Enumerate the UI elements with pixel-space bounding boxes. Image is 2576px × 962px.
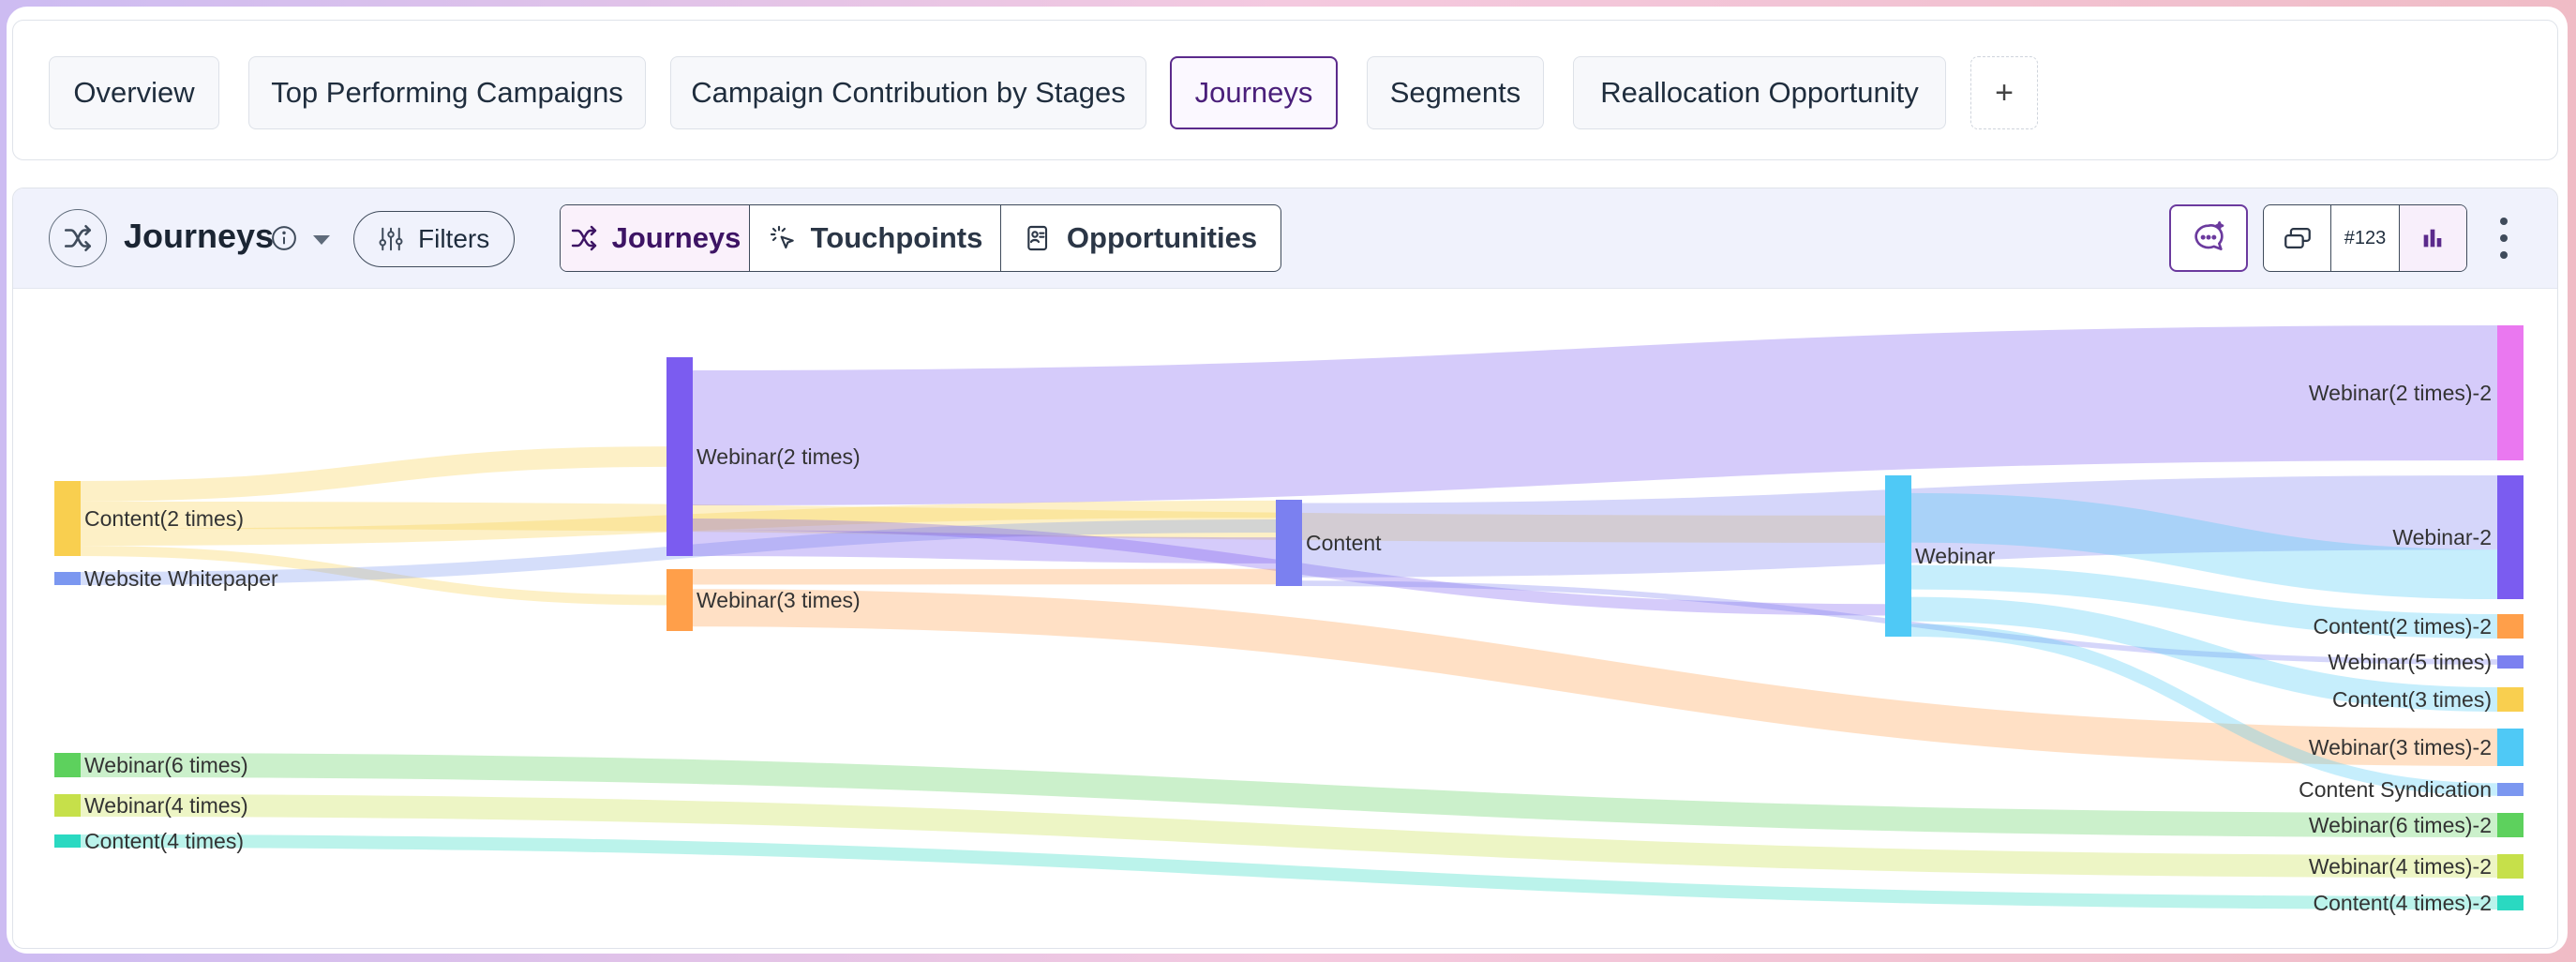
sankey-node-w6b[interactable] (2497, 813, 2524, 837)
sankey-link-we-web2[interactable] (1910, 492, 2498, 599)
sankey-node-label: Content(2 times) (84, 506, 244, 531)
contact-card-icon (1027, 225, 1047, 251)
sankey-node-label: Webinar(4 times) (84, 793, 248, 818)
sankey-node-c4[interactable] (54, 834, 81, 848)
sankey-node-c2[interactable] (54, 481, 81, 556)
sankey-node-label: Webinar(3 times)-2 (2309, 735, 2492, 759)
dashboard-tab-bar: Overview Top Performing Campaigns Campai… (12, 20, 2558, 160)
ai-chat-button[interactable] (2169, 204, 2248, 272)
sankey-link-w2-w2b[interactable] (692, 325, 2498, 506)
display-options-toggle: #123 (2263, 204, 2467, 272)
compare-view-button[interactable] (2264, 205, 2332, 271)
shuffle-icon (64, 224, 92, 252)
sankey-link-w3-w3b[interactable] (692, 589, 2498, 766)
sliders-icon (379, 227, 403, 251)
click-icon (770, 225, 794, 249)
sankey-node-w2b[interactable] (2497, 325, 2524, 460)
caret-down-icon[interactable] (311, 233, 332, 247)
panel-title: Journeys (124, 217, 275, 255)
sankey-node-label: Content(2 times)-2 (2314, 614, 2492, 639)
add-tab-button[interactable]: + (1970, 56, 2038, 129)
sankey-node-ww[interactable] (54, 572, 81, 585)
view-tab-journeys[interactable]: Journeys (561, 205, 750, 271)
sankey-node-label: Content(4 times) (84, 829, 244, 853)
sankey-node-label: Webinar(2 times)-2 (2309, 381, 2492, 405)
tab-top-performing-campaigns[interactable]: Top Performing Campaigns (248, 56, 646, 129)
sankey-node-label: Webinar(2 times) (696, 444, 861, 469)
sankey-node-label: Website Whitepaper (84, 566, 278, 591)
sankey-link-c2-w3[interactable] (80, 546, 667, 606)
tab-overview[interactable]: Overview (49, 56, 219, 129)
sankey-node-c4b[interactable] (2497, 895, 2524, 910)
sankey-node-label: Webinar(4 times)-2 (2309, 854, 2492, 879)
view-tab-label: Touchpoints (810, 221, 983, 254)
info-icon[interactable] (270, 224, 298, 252)
view-tab-opportunities[interactable]: Opportunities (1001, 205, 1280, 271)
number-format-button[interactable]: #123 (2331, 205, 2400, 271)
sankey-node-label: Content(4 times)-2 (2314, 891, 2492, 915)
sankey-node-w4b[interactable] (2497, 854, 2524, 879)
sankey-link-c2-w2[interactable] (80, 446, 667, 502)
sankey-node-label: Webinar(3 times) (696, 588, 861, 612)
sankey-node-w4[interactable] (54, 794, 81, 817)
sankey-link-we-cs[interactable] (1910, 624, 2498, 796)
tab-campaign-contribution-by-stages[interactable]: Campaign Contribution by Stages (670, 56, 1146, 129)
sankey-node-label: Webinar (1915, 544, 1996, 568)
tab-journeys[interactable]: Journeys (1170, 56, 1338, 129)
app-frame: Overview Top Performing Campaigns Campai… (7, 7, 2568, 954)
filters-label: Filters (418, 224, 490, 253)
sankey-node-w3b[interactable] (2497, 729, 2524, 766)
sankey-link-c4-c4b[interactable] (80, 834, 2498, 909)
view-tab-label: Opportunities (1066, 221, 1258, 254)
sankey-node-label: Webinar(6 times) (84, 753, 248, 777)
sankey-node-cs[interactable] (2497, 783, 2524, 796)
sankey-node-we[interactable] (1885, 475, 1911, 637)
view-tab-label: Journeys (611, 221, 741, 254)
sankey-node-label: Webinar(6 times)-2 (2309, 813, 2492, 837)
journeys-sankey-chart: Content(2 times) Website Whitepaper Webina… (54, 325, 2524, 915)
journeys-type-button[interactable] (49, 209, 107, 267)
layers-icon (2284, 227, 2311, 249)
sankey-node-label: Content Syndication (2299, 777, 2492, 802)
sankey-link-w6-w6b[interactable] (80, 753, 2498, 837)
sankey-node-c2b[interactable] (2497, 614, 2524, 639)
filters-button[interactable]: Filters (353, 211, 515, 267)
sankey-node-w3[interactable] (666, 569, 693, 631)
sankey-link-c2-we[interactable] (80, 501, 1886, 543)
sankey-link-w4-w4b[interactable] (80, 794, 2498, 878)
sankey-node-label: Content(3 times) (2332, 687, 2492, 712)
sankey-node-label: Content (1306, 531, 1382, 555)
panel-header: Journeys Filters Journeys (13, 188, 2557, 289)
ai-chat-icon (2194, 221, 2224, 250)
sankey-node-w2[interactable] (666, 357, 693, 556)
view-tab-touchpoints[interactable]: Touchpoints (750, 205, 1001, 271)
sankey-link-we-c3[interactable] (1910, 596, 2498, 712)
sankey-node-c3[interactable] (2497, 687, 2524, 712)
tab-reallocation-opportunity[interactable]: Reallocation Opportunity (1573, 56, 1946, 129)
sankey-node-label: Webinar(5 times) (2328, 650, 2492, 674)
journeys-panel: Journeys Filters Journeys (12, 188, 2558, 949)
more-options-icon[interactable] (2497, 215, 2510, 262)
bar-chart-icon (2423, 229, 2442, 248)
chart-view-button[interactable] (2399, 205, 2466, 271)
sankey-link-we-c2b[interactable] (1910, 564, 2498, 639)
sankey-node-label: Webinar-2 (2392, 525, 2492, 549)
sankey-link-w2-co[interactable] (692, 530, 1277, 564)
sankey-node-web2[interactable] (2497, 475, 2524, 599)
sankey-node-w5[interactable] (2497, 655, 2524, 669)
tab-segments[interactable]: Segments (1367, 56, 1544, 129)
view-mode-toggle: Journeys Touchpoints Opportunities (560, 204, 1281, 272)
sankey-node-co[interactable] (1276, 500, 1302, 586)
shuffle-icon (571, 225, 596, 251)
sankey-node-w6[interactable] (54, 753, 81, 777)
